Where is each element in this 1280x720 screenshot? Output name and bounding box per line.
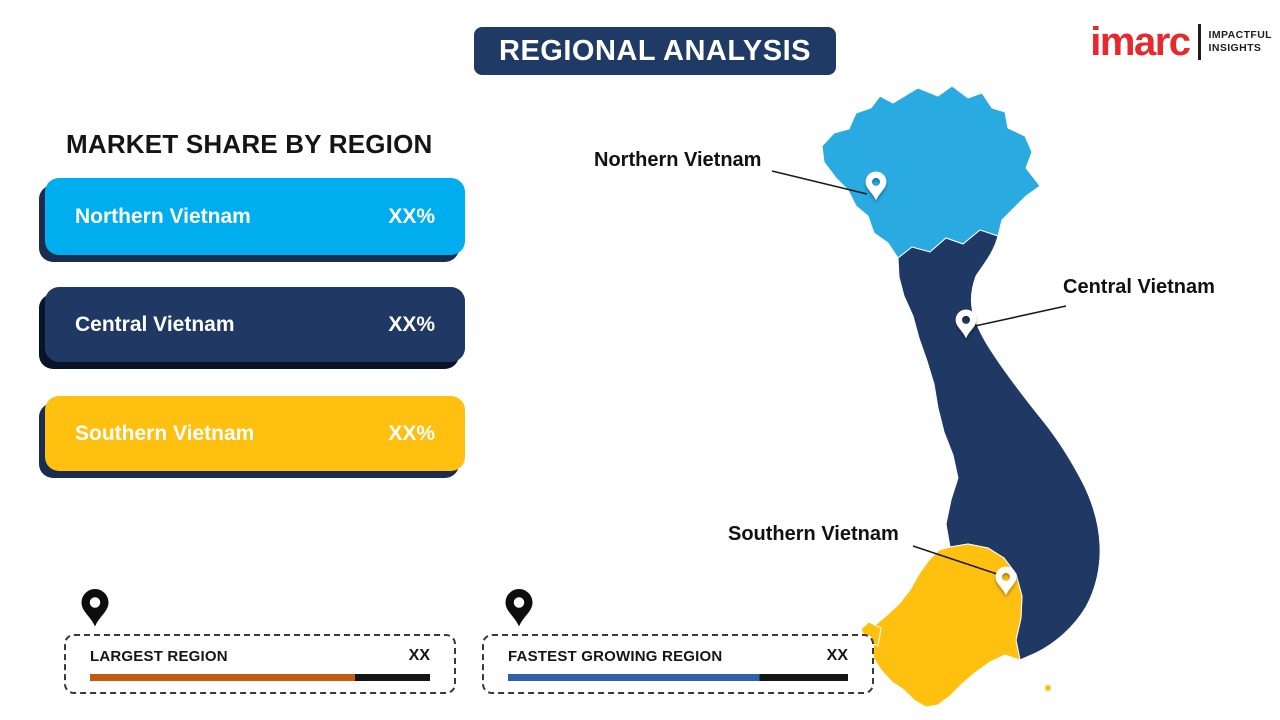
map-pin-southern: [995, 566, 1017, 596]
region-bar-label: Southern Vietnam: [75, 421, 255, 445]
fastest-growing-region-box: FASTEST GROWING REGION XX: [482, 634, 874, 694]
map-pin-northern: [865, 171, 887, 201]
region-bar-central-vietnam: Central Vietnam XX%: [45, 287, 465, 362]
region-bar-southern-vietnam: Southern Vietnam XX%: [45, 396, 465, 471]
page-title: REGIONAL ANALYSIS: [474, 27, 836, 75]
fastest-growing-region-pin-icon: [505, 589, 533, 627]
largest-region-gradient-bar: [90, 674, 430, 681]
map-label-central-vietnam: Central Vietnam: [1063, 276, 1215, 298]
fastest-growing-region-value: XX: [826, 647, 848, 664]
largest-region-pin-icon: [81, 589, 109, 627]
region-bar-label: Central Vietnam: [75, 312, 235, 336]
map-label-northern-vietnam: Northern Vietnam: [594, 149, 762, 171]
leader-line-southern: [912, 545, 998, 575]
logo-divider: [1197, 24, 1201, 60]
map-island-small: [1045, 685, 1051, 691]
imarc-logo: imarc IMPACTFUL INSIGHTS: [1090, 22, 1272, 62]
largest-region-box: LARGEST REGION XX: [64, 634, 456, 694]
region-bar-value: XX%: [388, 421, 435, 445]
logo-tagline-line1: IMPACTFUL: [1208, 28, 1272, 41]
market-share-heading: MARKET SHARE BY REGION: [66, 129, 433, 159]
map-label-southern-vietnam: Southern Vietnam: [728, 523, 899, 545]
imarc-logo-text: imarc: [1090, 20, 1191, 64]
region-bar-value: XX%: [388, 312, 435, 336]
region-bar-label: Northern Vietnam: [75, 204, 251, 228]
map-region-southern-vietnam: [866, 543, 1023, 708]
fastest-growing-region-gradient-bar: [508, 674, 848, 681]
logo-tagline-line2: INSIGHTS: [1208, 42, 1262, 54]
logo-tagline: IMPACTFUL INSIGHTS: [1209, 29, 1272, 55]
map-pin-central: [955, 309, 977, 339]
leader-line-northern: [771, 170, 868, 195]
fastest-growing-region-label: FASTEST GROWING REGION: [508, 647, 723, 665]
largest-region-value: XX: [408, 647, 430, 664]
largest-region-label: LARGEST REGION: [90, 647, 228, 665]
region-bar-northern-vietnam: Northern Vietnam XX%: [45, 178, 465, 255]
map-region-northern-vietnam: [821, 85, 1041, 259]
leader-line-central: [974, 305, 1067, 327]
region-bar-value: XX%: [388, 204, 435, 228]
